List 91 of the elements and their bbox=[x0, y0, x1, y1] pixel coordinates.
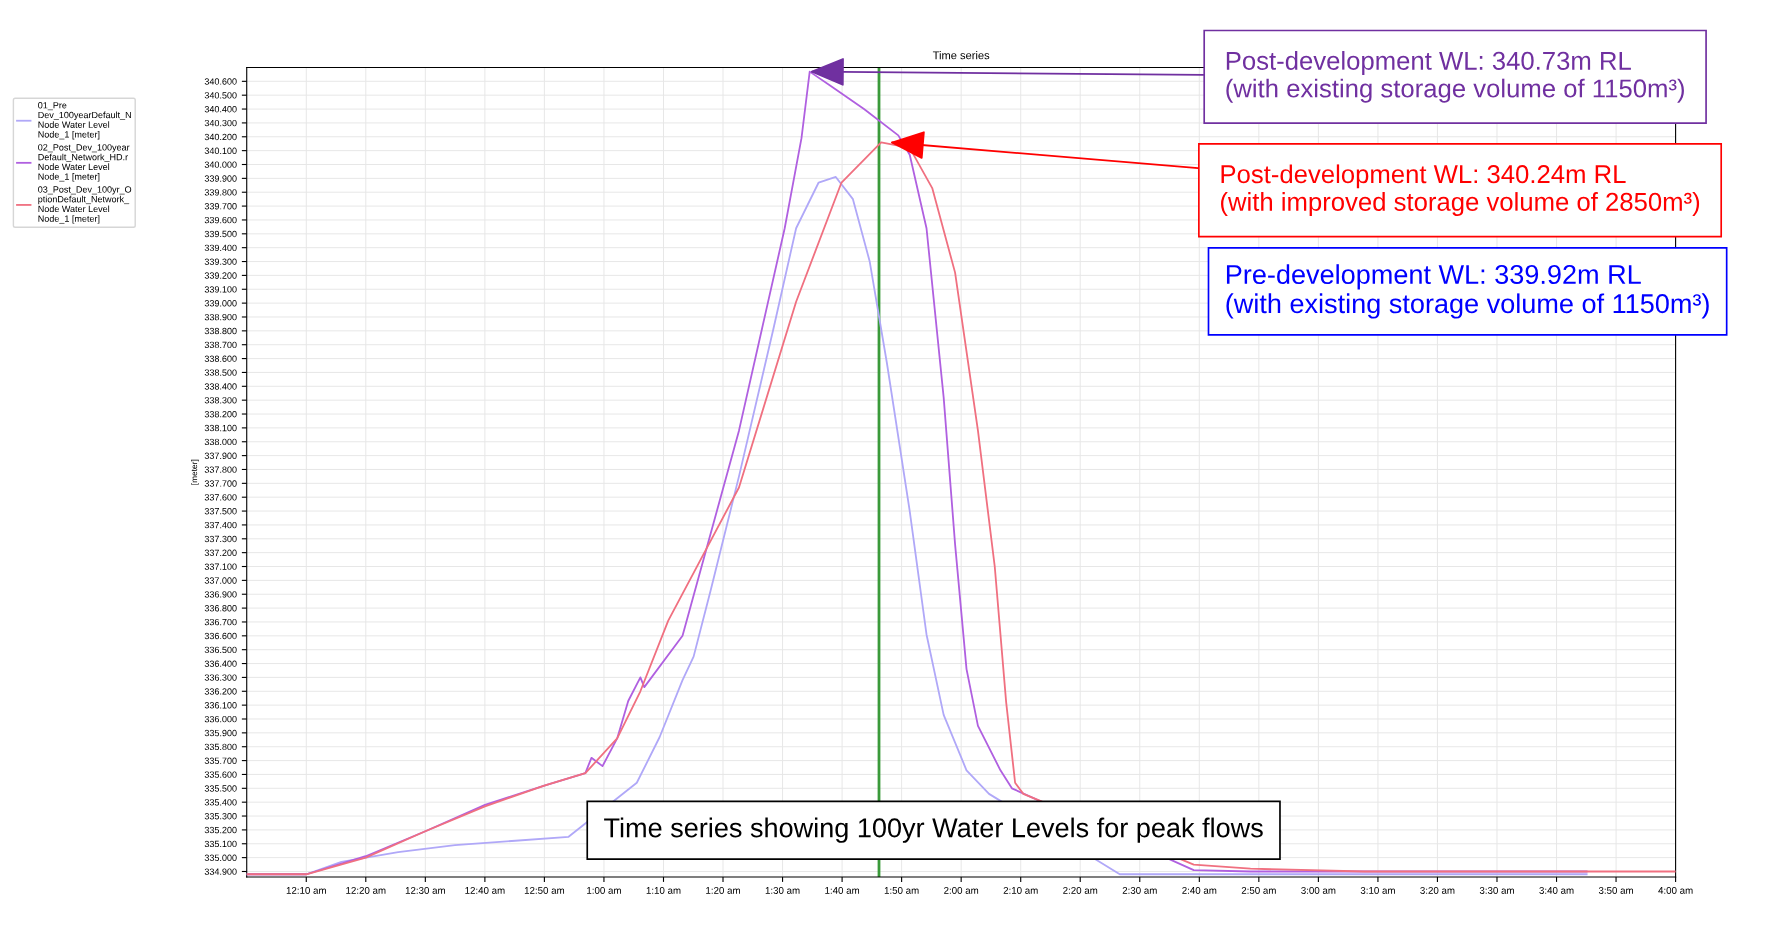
y-tick-label: 336.200 bbox=[204, 688, 237, 695]
y-axis-title: [meter] bbox=[191, 459, 199, 485]
x-tick-label: 1:00 am bbox=[587, 887, 621, 894]
legend-label: 01_Pre Dev_100yearDefault_N Node Water Level Node_1 [meter] bbox=[38, 102, 131, 140]
y-tick-label: 340.600 bbox=[204, 78, 237, 85]
y-tick-label: 338.900 bbox=[204, 313, 237, 321]
y-tick-label: 336.400 bbox=[204, 660, 237, 667]
x-tick-label: 12:50 am bbox=[524, 887, 565, 894]
x-tick-label: 12:40 am bbox=[465, 887, 505, 894]
y-tick-label: 338.200 bbox=[204, 410, 237, 418]
x-tick-label: 12:10 am bbox=[286, 887, 326, 894]
y-tick-label: 339.100 bbox=[204, 286, 237, 293]
y-tick-label: 340.300 bbox=[204, 119, 237, 127]
y-tick-label: 338.800 bbox=[204, 327, 237, 335]
y-tick-label: 339.000 bbox=[204, 300, 237, 307]
y-tick-label: 335.300 bbox=[204, 813, 237, 820]
x-tick-label: 3:50 am bbox=[1598, 887, 1633, 894]
y-tick-label: 335.000 bbox=[204, 854, 237, 861]
y-tick-label: 335.800 bbox=[204, 743, 237, 751]
y-tick-label: 337.300 bbox=[204, 535, 237, 543]
x-tick-label: 1:20 am bbox=[706, 887, 740, 894]
annotation: Post-development WL: 340.24m RL (with improved storage volume of 2850m³) bbox=[1221, 164, 1700, 217]
y-tick-label: 339.900 bbox=[204, 175, 237, 182]
y-tick-label: 338.100 bbox=[204, 424, 237, 432]
legend-label: 02_Post_Dev_100year Default_Network_HD.r Node Water Level Node_1 [meter] bbox=[38, 144, 130, 182]
y-tick-label: 339.400 bbox=[204, 244, 237, 252]
x-tick-label: 2:30 am bbox=[1122, 887, 1157, 894]
y-tick-label: 338.400 bbox=[204, 383, 237, 390]
legend-label: 03_Post_Dev_100yr_O ptionDefault_Network_ Node Water Level Node_1 [meter] bbox=[38, 186, 132, 224]
y-tick-label: 335.600 bbox=[204, 771, 237, 778]
x-tick-label: 2:50 am bbox=[1241, 887, 1276, 894]
y-tick-label: 336.800 bbox=[204, 605, 237, 612]
y-tick-label: 336.000 bbox=[204, 715, 237, 723]
y-tick-label: 335.700 bbox=[204, 757, 237, 764]
y-tick-label: 337.100 bbox=[204, 563, 237, 570]
x-tick-label: 1:10 am bbox=[646, 887, 681, 894]
y-tick-label: 337.900 bbox=[204, 452, 237, 459]
y-tick-label: 337.800 bbox=[204, 466, 237, 473]
y-tick-label: 339.800 bbox=[204, 189, 237, 196]
y-tick-label: 336.700 bbox=[204, 618, 237, 626]
y-tick-label: 340.500 bbox=[204, 92, 237, 99]
y-tick-label: 336.900 bbox=[204, 591, 237, 598]
y-tick-label: 340.400 bbox=[204, 106, 237, 113]
y-tick-label: 334.900 bbox=[204, 868, 237, 875]
y-tick-label: 339.200 bbox=[204, 272, 237, 279]
x-tick-label: 3:40 am bbox=[1539, 887, 1574, 894]
y-tick-label: 339.500 bbox=[204, 230, 237, 238]
y-tick-label: 336.300 bbox=[204, 674, 237, 681]
y-tick-label: 339.300 bbox=[204, 258, 237, 265]
y-tick-label: 340.100 bbox=[204, 147, 237, 154]
y-tick-label: 338.500 bbox=[204, 369, 237, 376]
x-tick-label: 2:20 am bbox=[1063, 887, 1098, 894]
y-tick-label: 336.100 bbox=[204, 702, 237, 709]
y-tick-label: 337.200 bbox=[204, 549, 237, 557]
y-tick-label: 335.400 bbox=[204, 799, 237, 806]
annotation: Time series showing 100yr Water Levels for peak flows bbox=[604, 817, 1263, 843]
y-tick-label: 338.700 bbox=[204, 341, 237, 349]
y-tick-label: 337.700 bbox=[204, 480, 237, 487]
x-tick-label: 2:10 am bbox=[1003, 887, 1038, 894]
x-tick-label: 1:50 am bbox=[884, 887, 919, 894]
y-tick-label: 338.000 bbox=[204, 438, 237, 446]
x-tick-label: 2:00 am bbox=[944, 887, 979, 894]
y-tick-label: 335.100 bbox=[204, 840, 237, 848]
y-tick-label: 338.600 bbox=[204, 355, 237, 362]
x-tick-label: 3:10 am bbox=[1360, 887, 1395, 894]
x-tick-label: 12:20 am bbox=[346, 887, 386, 894]
y-tick-label: 337.000 bbox=[204, 577, 237, 584]
y-tick-label: 337.500 bbox=[204, 508, 237, 515]
x-tick-label: 1:30 am bbox=[765, 887, 800, 894]
chart-title: Time series bbox=[932, 51, 990, 60]
y-tick-label: 335.500 bbox=[204, 785, 237, 792]
y-tick-label: 340.000 bbox=[204, 161, 237, 168]
y-tick-label: 337.600 bbox=[204, 494, 237, 501]
x-tick-label: 4:00 am bbox=[1658, 887, 1693, 894]
annotation: Pre-development WL: 339.92m RL (with existing storage volume of 1150m³) bbox=[1226, 264, 1709, 319]
y-tick-label: 336.600 bbox=[204, 632, 237, 640]
x-tick-label: 12:30 am bbox=[405, 887, 445, 894]
y-tick-label: 339.700 bbox=[204, 203, 237, 210]
y-tick-label: 335.200 bbox=[204, 826, 237, 834]
y-tick-label: 335.900 bbox=[204, 729, 237, 737]
y-tick-label: 336.500 bbox=[204, 646, 237, 654]
annotation: Post-development WL: 340.73m RL (with existing storage volume of 1150m³) bbox=[1226, 51, 1684, 103]
x-tick-label: 3:20 am bbox=[1420, 887, 1455, 894]
y-tick-label: 337.400 bbox=[204, 521, 237, 529]
y-tick-label: 339.600 bbox=[204, 216, 237, 224]
x-tick-label: 3:30 am bbox=[1479, 887, 1514, 894]
x-tick-label: 2:40 am bbox=[1182, 887, 1217, 894]
x-tick-label: 3:00 am bbox=[1301, 887, 1336, 894]
x-tick-label: 1:40 am bbox=[825, 887, 860, 894]
y-tick-label: 340.200 bbox=[204, 133, 237, 141]
y-tick-label: 338.300 bbox=[204, 397, 237, 404]
